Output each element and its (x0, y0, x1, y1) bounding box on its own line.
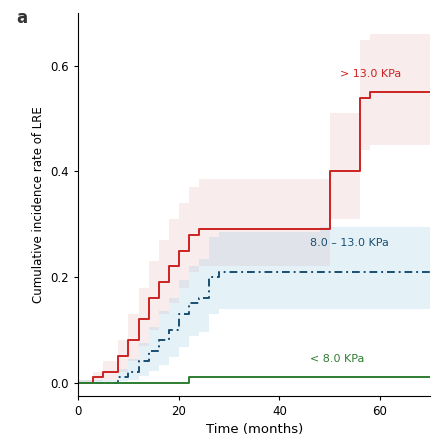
Text: < 8.0 KPa: < 8.0 KPa (310, 354, 364, 364)
Y-axis label: Cumulative incidence rate of LRE: Cumulative incidence rate of LRE (32, 106, 45, 303)
Text: 8.0 – 13.0 KPa: 8.0 – 13.0 KPa (310, 238, 389, 248)
X-axis label: Time (months): Time (months) (205, 423, 303, 436)
Text: > 13.0 KPa: > 13.0 KPa (340, 69, 401, 79)
Text: a: a (17, 9, 28, 27)
